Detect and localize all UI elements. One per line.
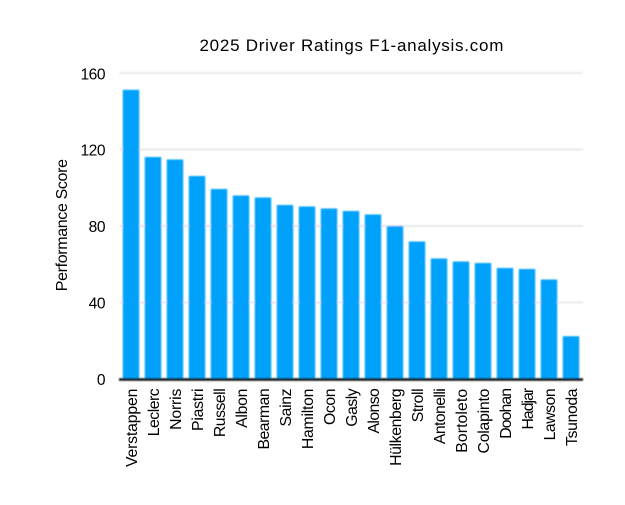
svg-text:Ocon: Ocon [322,389,339,425]
svg-text:Bortoleto: Bortoleto [454,389,471,453]
svg-text:Hülkenberg: Hülkenberg [388,389,405,466]
svg-text:Colapinto: Colapinto [476,388,493,453]
svg-text:Gasly: Gasly [344,388,361,426]
svg-text:80: 80 [89,219,106,236]
svg-text:Norris: Norris [168,389,185,430]
svg-text:0: 0 [97,372,106,389]
svg-text:Alonso: Alonso [366,388,383,434]
svg-text:Bearman: Bearman [256,389,273,450]
svg-text:Doohan: Doohan [498,389,515,439]
svg-text:Hadjar: Hadjar [520,388,537,429]
svg-text:Albon: Albon [234,389,251,428]
svg-text:Stroll: Stroll [410,389,427,422]
svg-text:Russell: Russell [212,389,229,437]
svg-text:40: 40 [89,296,106,313]
svg-text:Verstappen: Verstappen [124,389,141,467]
svg-text:Piastri: Piastri [190,389,207,431]
svg-text:Hamilton: Hamilton [300,389,317,449]
svg-text:Antonelli: Antonelli [432,389,449,444]
svg-text:Tsunoda: Tsunoda [564,388,581,446]
svg-text:120: 120 [80,143,105,160]
svg-text:Sainz: Sainz [278,388,295,426]
svg-text:Lawson: Lawson [542,389,559,441]
svg-text:Performance Score: Performance Score [54,159,71,291]
svg-text:160: 160 [80,66,105,83]
svg-text:2025 Driver Ratings F1-analysi: 2025 Driver Ratings F1-analysis.com [199,36,504,55]
svg-text:Leclerc: Leclerc [146,388,163,436]
